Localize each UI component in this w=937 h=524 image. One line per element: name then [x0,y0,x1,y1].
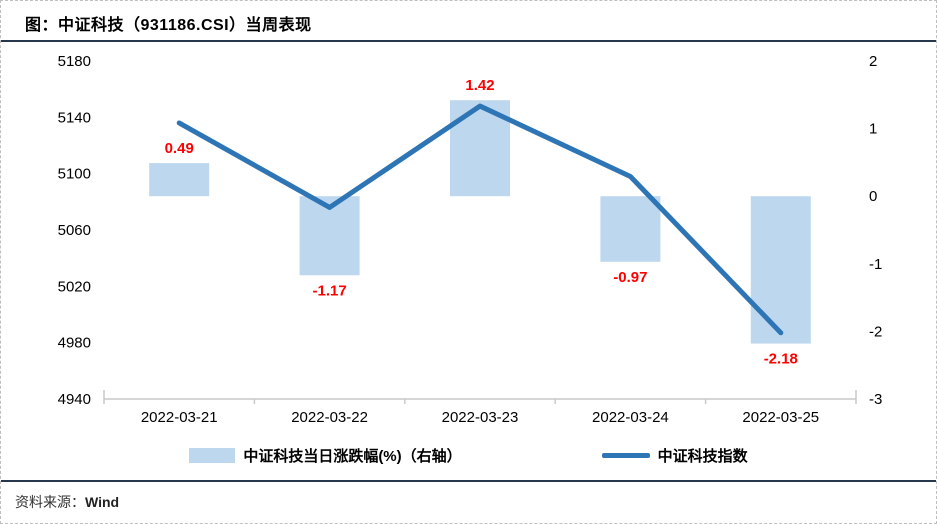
bar-series-swatch [189,448,236,463]
bar-value-label: -2.18 [764,351,798,368]
bar-2022-03-21 [149,163,210,197]
right-axis-tick-label: 1 [869,121,877,138]
bar-series-label: 中证科技当日涨跌幅(%)（右轴） [243,448,462,465]
chart-title: 图：中证科技（931186.CSI）当周表现 [25,17,312,34]
source-name: Wind [85,494,120,510]
bar-value-label: -0.97 [613,269,647,286]
right-axis-tick-label: 0 [869,188,877,205]
chart-legend: 中证科技当日涨跌幅(%)（右轴） 中证科技指数 [1,445,936,466]
x-axis-category-label: 2022-03-24 [592,409,669,426]
bar-2022-03-24 [600,196,661,262]
bar-value-label: -1.17 [312,282,346,299]
right-axis-tick-label: -3 [869,391,882,408]
bar-value-label: 0.49 [165,140,194,157]
x-axis-category-label: 2022-03-25 [742,409,819,426]
bar-value-label: 1.42 [465,77,494,94]
legend-item-line-series: 中证科技指数 [601,445,748,466]
right-axis-tick-label: 2 [869,53,877,70]
index-line [176,103,784,336]
left-axis-tick-label: 5060 [58,222,91,239]
left-axis-tick-label: 5020 [58,278,91,295]
line-series-label: 中证科技指数 [657,448,748,465]
left-axis-tick-label: 5140 [58,109,91,126]
left-axis-tick-label: 5100 [58,166,91,183]
legend-item-bar-series: 中证科技当日涨跌幅(%)（右轴） [189,445,462,466]
line-series-swatch [601,453,650,458]
right-axis-tick-label: -1 [869,256,882,273]
x-axis-category-label: 2022-03-22 [291,409,368,426]
left-axis-tick-label: 5180 [58,53,91,70]
x-axis-category-label: 2022-03-21 [141,409,218,426]
footer-divider [1,480,936,482]
right-axis-tick-label: -2 [869,323,882,340]
title-divider [1,40,936,42]
bar-2022-03-25 [750,196,811,344]
x-axis-category-label: 2022-03-23 [442,409,519,426]
left-axis-tick-label: 4940 [58,391,91,408]
source-note: 资料来源：Wind [15,492,119,512]
source-prefix: 资料来源： [15,494,85,510]
left-axis-tick-label: 4980 [58,335,91,352]
